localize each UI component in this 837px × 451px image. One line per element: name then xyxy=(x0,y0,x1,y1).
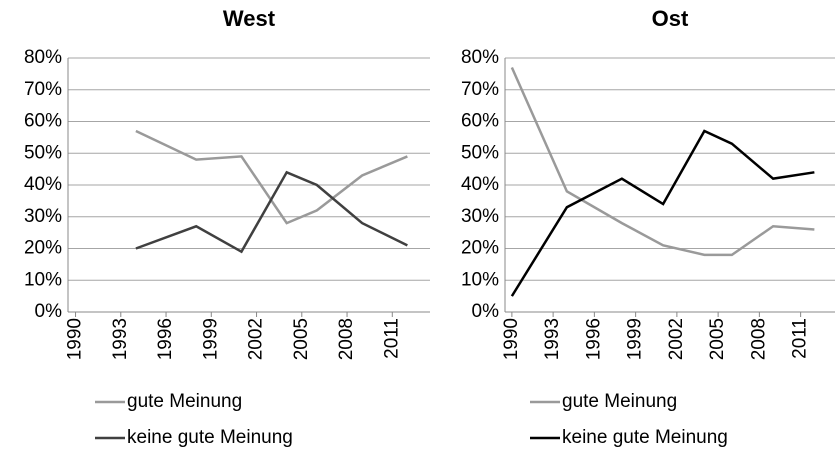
x-tick-label: 2008 xyxy=(336,318,357,360)
x-tick-label: 1993 xyxy=(110,318,131,360)
x-tick-label: 2005 xyxy=(707,318,728,360)
y-tick-label: 0% xyxy=(472,301,500,322)
x-tick-label: 2005 xyxy=(291,318,312,360)
y-tick-label: 30% xyxy=(24,206,62,227)
y-tick-label: 10% xyxy=(24,269,62,290)
y-tick-label: 80% xyxy=(461,47,499,68)
legend-label: keine gute Meinung xyxy=(127,427,293,448)
x-tick-label: 1996 xyxy=(155,318,176,360)
x-tick-label: 2011 xyxy=(790,318,811,359)
x-tick-label: 2008 xyxy=(748,318,769,360)
y-tick-label: 60% xyxy=(24,111,62,132)
y-tick-label: 10% xyxy=(461,269,499,290)
y-tick-label: 70% xyxy=(24,79,62,100)
x-tick-label: 1996 xyxy=(583,318,604,360)
chart-title: West xyxy=(223,6,276,31)
series-line xyxy=(135,170,408,254)
legend-label: keine gute Meinung xyxy=(562,427,728,448)
series-line xyxy=(510,67,815,257)
x-tick-label: 2011 xyxy=(381,318,402,359)
y-tick-label: 50% xyxy=(24,142,62,163)
y-tick-label: 60% xyxy=(461,111,499,132)
x-tick-label: 2002 xyxy=(246,318,267,360)
series-line xyxy=(135,129,408,225)
y-tick-label: 40% xyxy=(24,174,62,195)
y-tick-label: 20% xyxy=(24,238,62,259)
y-tick-label: 30% xyxy=(461,206,499,227)
y-tick-label: 50% xyxy=(461,142,499,163)
series-line xyxy=(510,129,815,297)
x-tick-label: 1999 xyxy=(200,318,221,360)
y-tick-label: 70% xyxy=(461,79,499,100)
legend-label: gute Meinung xyxy=(562,391,677,412)
x-tick-label: 1990 xyxy=(501,318,522,360)
y-tick-label: 80% xyxy=(24,47,62,68)
chart-title: Ost xyxy=(652,6,689,31)
x-tick-label: 1999 xyxy=(625,318,646,360)
y-tick-label: 20% xyxy=(461,238,499,259)
x-tick-label: 1990 xyxy=(65,318,86,360)
y-tick-label: 0% xyxy=(35,301,63,322)
x-tick-label: 1993 xyxy=(542,318,563,360)
y-tick-label: 40% xyxy=(461,174,499,195)
legend-label: gute Meinung xyxy=(127,391,242,412)
x-tick-label: 2002 xyxy=(666,318,687,360)
